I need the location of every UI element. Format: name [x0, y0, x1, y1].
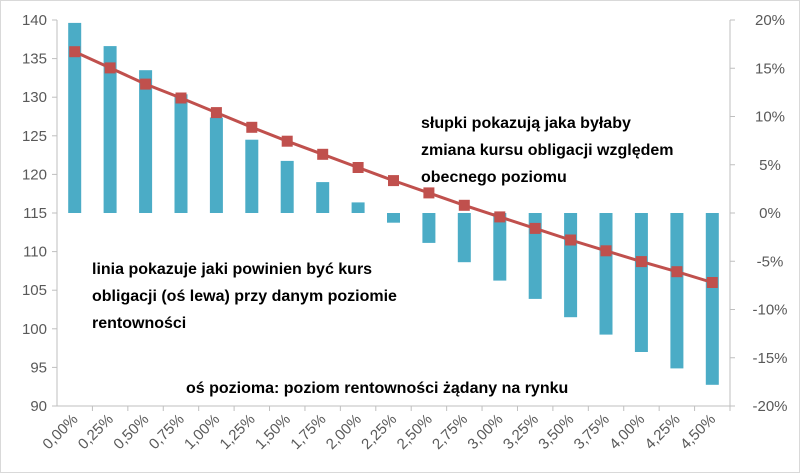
right-axis-ticks: -20% -15% -10% -5% 0% 5% 10% 15% 20% [730, 12, 788, 415]
bar [705, 213, 719, 385]
bar [634, 213, 648, 352]
bar [139, 70, 153, 213]
left-tick-label: 105 [22, 282, 47, 299]
bar [68, 22, 82, 214]
bar-series [68, 22, 719, 385]
x-tick-label: 1,00% [181, 411, 223, 453]
line-marker [600, 245, 612, 257]
bars-annotation-line: obecnego poziomu [421, 169, 567, 186]
left-axis-ticks: 90 95 100 105 110 115 120 125 130 135 140 [22, 12, 57, 415]
bar [209, 117, 223, 213]
left-tick-label: 130 [22, 89, 47, 106]
x-tick-label: 2,75% [429, 411, 471, 453]
line-marker [317, 148, 329, 160]
left-tick-label: 135 [22, 51, 47, 68]
left-tick-label: 100 [22, 321, 47, 338]
left-tick-label: 125 [22, 128, 47, 145]
x-tick-label: 0,00% [39, 411, 81, 453]
x-tick-label: 3,75% [571, 411, 613, 453]
right-tick-label: 15% [755, 60, 785, 77]
bar [670, 213, 684, 369]
x-tick-label: 0,75% [146, 411, 188, 453]
bar [457, 213, 471, 263]
right-tick-label: -5% [757, 253, 784, 270]
left-tick-label: 110 [23, 244, 47, 261]
bar [564, 213, 578, 318]
left-tick-label: 90 [30, 398, 47, 415]
left-tick-label: 115 [23, 205, 47, 222]
bars-annotation-line: zmiana kursu obligacji względem [421, 142, 674, 159]
bar [103, 46, 117, 213]
x-tick-label: 4,50% [677, 411, 719, 453]
x-tick-label: 1,25% [217, 411, 259, 453]
line-series [69, 46, 718, 288]
line-annotation-line: linia pokazuje jaki powinien być kurs [92, 261, 373, 278]
bar [422, 213, 436, 243]
x-tick-label: 0,50% [110, 411, 152, 453]
left-tick-label: 95 [30, 359, 47, 376]
left-tick-label: 140 [22, 12, 47, 29]
line-annotation: linia pokazuje jaki powinien być kurs ob… [92, 256, 397, 337]
x-tick-label: 1,50% [252, 411, 294, 453]
x-tick-label: 0,25% [75, 411, 117, 453]
x-tick-label: 2,25% [358, 411, 400, 453]
x-tick-label: 2,00% [323, 411, 365, 453]
bars-annotation: słupki pokazują jaka byłaby zmiana kursu… [421, 110, 674, 191]
x-tick-label: 3,50% [535, 411, 577, 453]
line-annotation-line: obligacji (oś lewa) przy danym poziomie [92, 288, 397, 305]
line-marker [246, 121, 258, 133]
line-marker [423, 187, 435, 199]
bar [599, 213, 613, 335]
line-marker [706, 277, 718, 288]
x-tick-label: 4,00% [606, 411, 648, 453]
right-tick-label: -20% [752, 398, 787, 415]
line-marker [635, 256, 647, 268]
right-tick-label: 10% [755, 109, 785, 126]
line-marker [388, 175, 399, 187]
right-tick-label: -10% [752, 302, 787, 319]
right-tick-label: -15% [752, 350, 787, 367]
line-marker [69, 46, 81, 58]
line-marker [352, 162, 364, 173]
bar [174, 94, 188, 213]
bar [351, 202, 365, 213]
line-annotation-line: rentowności [92, 315, 187, 332]
line-marker [104, 62, 116, 74]
line-marker [140, 78, 152, 90]
line-marker [281, 135, 293, 147]
x-tick-label: 2,50% [394, 411, 436, 453]
x-axis-annotation: oś pozioma: poziom rentowności żądany na… [186, 380, 569, 397]
line-marker [671, 266, 683, 278]
bar [280, 160, 294, 213]
right-tick-label: 5% [759, 157, 781, 174]
x-tick-label: 3,25% [500, 411, 542, 453]
line-marker [529, 222, 541, 234]
bar [316, 182, 330, 213]
bar [493, 213, 507, 281]
line-marker [458, 199, 470, 211]
x-tick-label: 3,00% [464, 411, 506, 453]
bar [528, 213, 542, 299]
line-marker [565, 234, 577, 246]
x-tick-label: 4,25% [642, 411, 684, 453]
line-marker [175, 92, 187, 104]
x-axis-ticks: 0,00%0,25%0,50%0,75%1,00%1,25%1,50%1,75%… [39, 406, 731, 453]
line-marker [494, 211, 506, 223]
line-marker [210, 107, 222, 119]
bar [245, 139, 259, 213]
bar [387, 213, 400, 223]
x-tick-label: 1,75% [287, 411, 329, 453]
left-tick-label: 120 [22, 166, 47, 183]
bars-annotation-line: słupki pokazują jaka byłaby [421, 115, 631, 132]
right-tick-label: 20% [755, 12, 785, 29]
right-tick-label: 0% [759, 205, 781, 222]
